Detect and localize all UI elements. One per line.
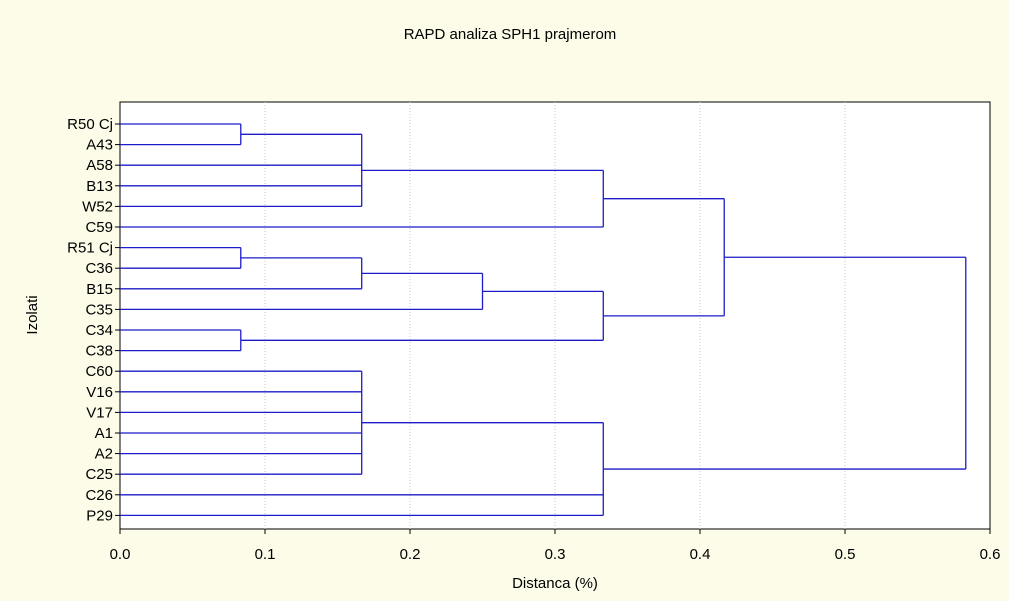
leaf-label: A1 xyxy=(95,425,113,442)
leaf-label: C34 xyxy=(85,322,113,339)
leaf-label: C60 xyxy=(85,363,113,380)
x-axis-title: Distanca (%) xyxy=(512,575,598,592)
x-tick-label: 0.3 xyxy=(545,546,566,563)
dendrogram-links xyxy=(120,123,967,517)
leaf-label: A43 xyxy=(86,137,113,154)
leaf-label: R51 Cj xyxy=(67,240,113,257)
leaf-label: C35 xyxy=(85,301,113,318)
x-tick-label: 0.5 xyxy=(835,546,856,563)
x-axis-ticks: 0.0 0.1 0.2 0.3 0.4 0.5 0.6 xyxy=(110,529,1001,563)
leaf-label: W52 xyxy=(82,198,113,215)
leaf-label: V17 xyxy=(86,404,113,421)
leaf-label: B15 xyxy=(86,281,113,298)
leaf-label: C38 xyxy=(85,343,113,360)
leaf-label: C59 xyxy=(85,219,113,236)
leaf-labels: R50 Cj A43 A58 B13 W52 C59 R51 Cj C36 B15 C35 C34 C… xyxy=(67,116,120,524)
leaf-label: V16 xyxy=(86,384,113,401)
chart-title: RAPD analiza SPH1 prajmerom xyxy=(404,26,617,43)
x-tick-label: 0.6 xyxy=(980,546,1001,563)
x-tick-label: 0.4 xyxy=(690,546,711,563)
leaf-label: C26 xyxy=(85,487,113,504)
x-tick-label: 0.2 xyxy=(400,546,421,563)
leaf-label: B13 xyxy=(86,178,113,195)
leaf-label: A2 xyxy=(95,446,113,463)
x-tick-label: 0.1 xyxy=(255,546,276,563)
leaf-label: R50 Cj xyxy=(67,116,113,133)
y-axis-title: Izolati xyxy=(24,295,41,334)
leaf-label: C36 xyxy=(85,260,113,277)
x-tick-label: 0.0 xyxy=(110,546,131,563)
leaf-label: A58 xyxy=(86,157,113,174)
leaf-label: C25 xyxy=(85,466,113,483)
leaf-label: P29 xyxy=(86,507,113,524)
